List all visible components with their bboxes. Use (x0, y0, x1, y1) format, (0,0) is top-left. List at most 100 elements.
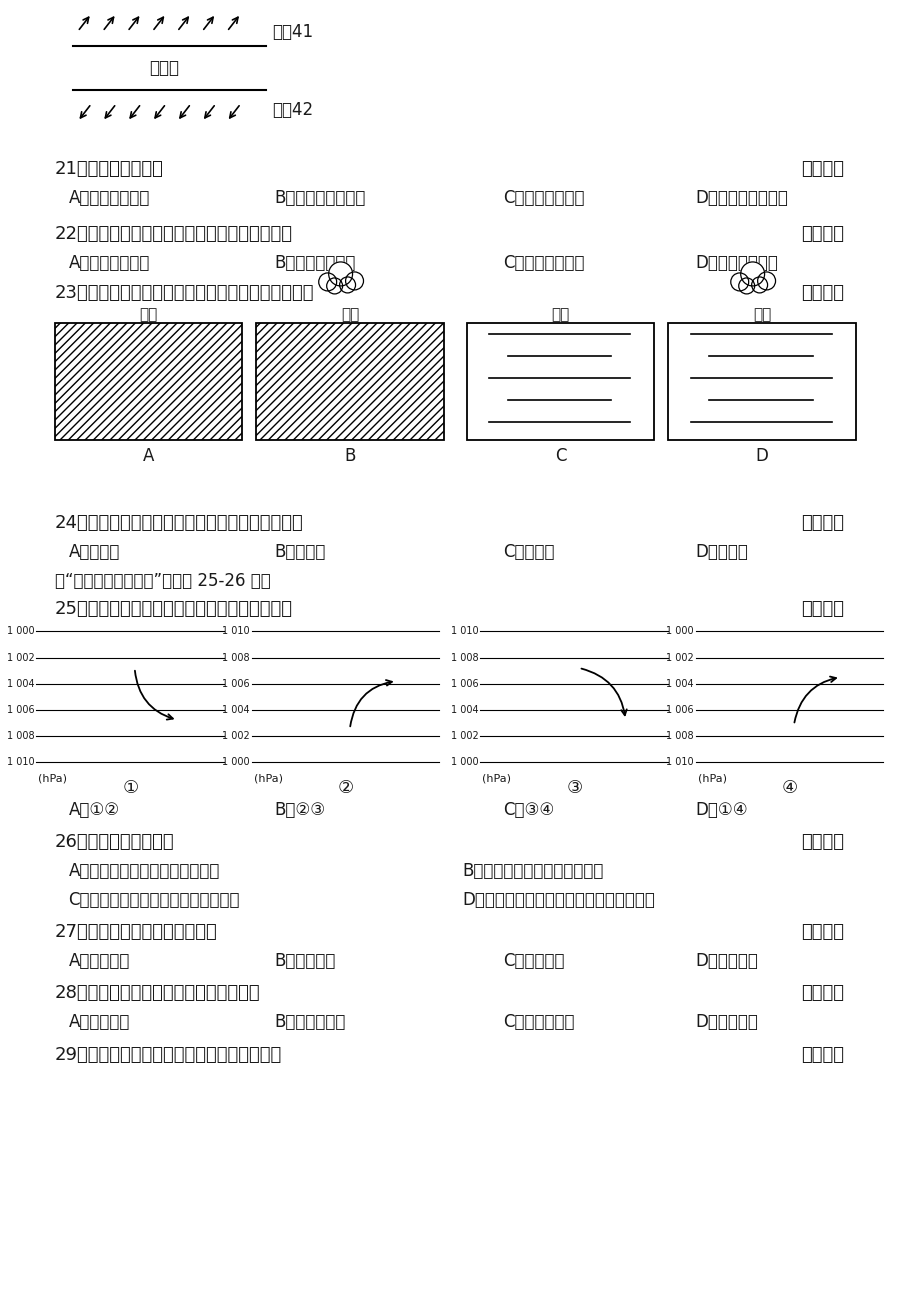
Text: B．太阳辐射: B．太阳辐射 (274, 952, 335, 970)
Text: 1 010: 1 010 (450, 626, 478, 637)
Text: （　　）: （ ） (800, 833, 843, 852)
Text: (hPa): (hPa) (482, 773, 511, 784)
Circle shape (740, 262, 764, 286)
Text: A．①②: A．①② (68, 801, 119, 819)
Text: A．西南风: A．西南风 (68, 543, 119, 561)
Text: 26．下列叙述正确的是: 26．下列叙述正确的是 (54, 833, 174, 852)
Text: C: C (554, 447, 566, 465)
Text: (hPa): (hPa) (254, 773, 282, 784)
Text: C．高空大气运动受摩擦力作用不明显: C．高空大气运动受摩擦力作用不明显 (68, 891, 240, 909)
Text: 27．驱动水循环的能量主要来自: 27．驱动水循环的能量主要来自 (54, 923, 217, 941)
Text: 1 002: 1 002 (450, 730, 478, 741)
Text: 1 002: 1 002 (665, 652, 693, 663)
Text: 1 002: 1 002 (221, 730, 249, 741)
Text: C．北海道渔场: C．北海道渔场 (503, 1013, 574, 1031)
Text: (hPa): (hPa) (697, 773, 726, 784)
Text: A: A (142, 447, 154, 465)
Text: 气压带: 气压带 (150, 59, 179, 77)
Text: （　　）: （ ） (800, 923, 843, 941)
Text: C．③④: C．③④ (503, 801, 554, 819)
Text: D．副热带高气压带: D．副热带高气压带 (695, 189, 788, 207)
Text: 海洋: 海洋 (550, 307, 569, 323)
Text: 28．下列渔场中成因不同于其他几个的是: 28．下列渔场中成因不同于其他几个的是 (54, 984, 260, 1003)
Text: D．西北风: D．西北风 (695, 543, 748, 561)
Text: 风則41: 风則41 (272, 22, 313, 40)
Text: 1 010: 1 010 (665, 756, 693, 767)
Circle shape (730, 273, 748, 290)
Bar (466, 323, 653, 440)
Text: 海洋: 海洋 (752, 307, 770, 323)
Text: 1 010: 1 010 (6, 756, 34, 767)
Text: 1 002: 1 002 (6, 652, 34, 663)
Text: C．地表径流: C．地表径流 (503, 952, 564, 970)
Text: A．地球内能: A．地球内能 (68, 952, 130, 970)
Text: D．秘鲁渔场: D．秘鲁渔场 (695, 1013, 757, 1031)
Text: D: D (754, 447, 767, 465)
Text: 风則42: 风則42 (272, 100, 313, 118)
Text: 1 010: 1 010 (221, 626, 249, 637)
Text: C．极地高气压带: C．极地高气压带 (503, 189, 584, 207)
Text: 22．若某地常年受该气压带控制，其气候特点是: 22．若某地常年受该气压带控制，其气候特点是 (54, 225, 292, 243)
Text: （　　）: （ ） (800, 160, 843, 178)
Bar (255, 323, 443, 440)
Text: 1 004: 1 004 (221, 704, 249, 715)
Text: 29．下图为某海区大洋环流示意图，该环流是: 29．下图为某海区大洋环流示意图，该环流是 (54, 1046, 281, 1064)
Text: 1 004: 1 004 (6, 678, 34, 689)
Text: D．全年温和湿润: D．全年温和湿润 (695, 254, 777, 272)
Text: 1 008: 1 008 (6, 730, 34, 741)
Bar (54, 323, 242, 440)
Text: 23．下列四幅图所示地区中，昼夜温差最小的一幅是: 23．下列四幅图所示地区中，昼夜温差最小的一幅是 (54, 284, 314, 302)
Text: （　　）: （ ） (800, 284, 843, 302)
Text: 陆地: 陆地 (341, 307, 358, 323)
Text: D．①④: D．①④ (695, 801, 747, 819)
Text: B．东南风: B．东南风 (274, 543, 325, 561)
Text: B．地转偏向力只改变风的速度: B．地转偏向力只改变风的速度 (461, 862, 603, 880)
Circle shape (326, 277, 342, 294)
Text: 1 000: 1 000 (665, 626, 693, 637)
Text: 1 008: 1 008 (450, 652, 478, 663)
Text: 24．七月份，我国东部、朝鲜半岛和日本等地盛行: 24．七月份，我国东部、朝鲜半岛和日本等地盛行 (54, 514, 303, 533)
Circle shape (751, 277, 766, 293)
Text: （　　）: （ ） (800, 514, 843, 533)
Text: 21．图中气压带表示: 21．图中气压带表示 (54, 160, 164, 178)
Text: D．大气环流: D．大气环流 (695, 952, 757, 970)
Text: 1 008: 1 008 (221, 652, 249, 663)
Bar (255, 323, 443, 440)
Text: 1 004: 1 004 (450, 704, 478, 715)
Text: A．北海渔场: A．北海渔场 (68, 1013, 130, 1031)
Text: B．全年寒冷干燥: B．全年寒冷干燥 (274, 254, 356, 272)
Circle shape (339, 277, 355, 293)
Text: B．副极地低气压带: B．副极地低气压带 (274, 189, 366, 207)
Text: C．东北风: C．东北风 (503, 543, 554, 561)
Text: D．近地面摩擦力只影响风速，不影响风向: D．近地面摩擦力只影响风速，不影响风向 (461, 891, 654, 909)
Text: A．赤道低气压带: A．赤道低气压带 (68, 189, 150, 207)
Text: 1 008: 1 008 (665, 730, 693, 741)
Text: (hPa): (hPa) (39, 773, 67, 784)
Text: （　　）: （ ） (800, 600, 843, 618)
Text: B．纽芬兰渔场: B．纽芬兰渔场 (274, 1013, 346, 1031)
Circle shape (738, 277, 754, 294)
Circle shape (318, 273, 336, 290)
Text: （　　）: （ ） (800, 984, 843, 1003)
Text: （　　）: （ ） (800, 225, 843, 243)
Text: 1 000: 1 000 (450, 756, 478, 767)
Text: 1 000: 1 000 (221, 756, 249, 767)
Text: ①: ① (122, 779, 138, 797)
Text: ③: ③ (566, 779, 582, 797)
Text: 1 000: 1 000 (6, 626, 34, 637)
Text: 25．下图所示四幅图示中，表示北半球风的图有: 25．下图所示四幅图示中，表示北半球风的图有 (54, 600, 292, 618)
Text: （　　）: （ ） (800, 1046, 843, 1064)
Text: 1 006: 1 006 (450, 678, 478, 689)
Text: A．水平气压梯度力不能影响风速: A．水平气压梯度力不能影响风速 (68, 862, 220, 880)
Text: ②: ② (337, 779, 353, 797)
Text: C．全年高温多雨: C．全年高温多雨 (503, 254, 584, 272)
Circle shape (346, 272, 363, 290)
Text: 陆地: 陆地 (140, 307, 157, 323)
Circle shape (757, 272, 775, 290)
Circle shape (328, 262, 352, 286)
Text: B: B (344, 447, 356, 465)
Text: 1 006: 1 006 (221, 678, 249, 689)
Text: 1 004: 1 004 (665, 678, 693, 689)
Bar (54, 323, 242, 440)
Text: ④: ④ (780, 779, 797, 797)
